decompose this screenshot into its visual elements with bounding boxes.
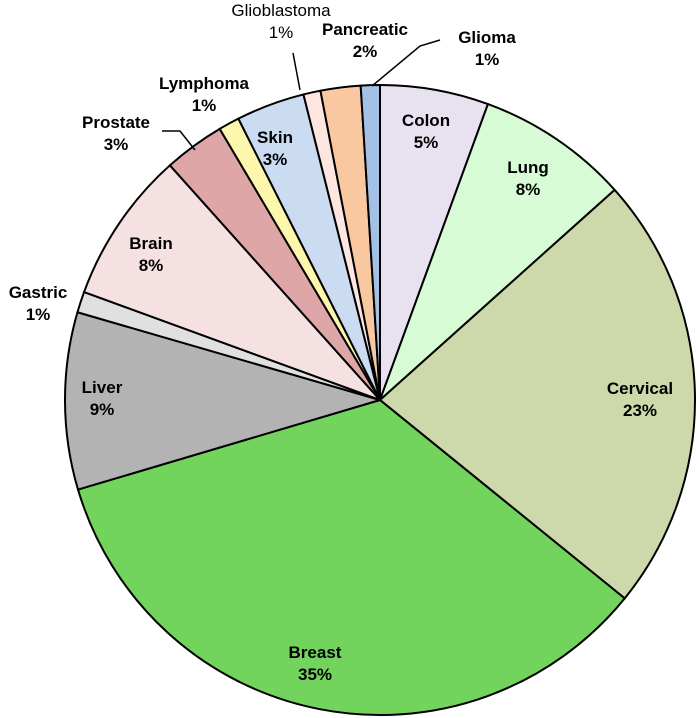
leader-line-glioma	[371, 39, 441, 87]
slice-labels: Colon 5% Lung 8% Cervical 23% Breast 35% Liver 9%…	[9, 1, 673, 684]
slice-label-name: Glioblastoma	[231, 1, 331, 20]
leader-line-glioblastoma	[292, 52, 301, 91]
slice-label-value: 1%	[269, 23, 294, 42]
slice-label-value: 23%	[623, 401, 657, 420]
slice-label-value: 3%	[263, 150, 288, 169]
slice-label-name: Cervical	[607, 379, 673, 398]
pie-slice-glioma	[359, 83, 381, 401]
slice-label-value: 1%	[26, 305, 51, 324]
slice-label-value: 8%	[516, 180, 541, 199]
slice-label-name: Liver	[82, 378, 123, 397]
slice-label-name: Prostate	[82, 113, 150, 132]
slice-label-name: Brain	[129, 234, 172, 253]
slice-label-value: 3%	[104, 135, 129, 154]
slice-label-name: Skin	[257, 128, 293, 147]
slice-label-colon: Colon 5%	[402, 111, 450, 152]
slice-label-value: 2%	[353, 42, 378, 61]
slice-label-value: 35%	[298, 665, 332, 684]
slice-label-name: Gastric	[9, 283, 68, 302]
pie-slice-liver	[64, 311, 381, 491]
slice-label-cervical: Cervical 23%	[607, 379, 673, 420]
slice-label-liver: Liver 9%	[82, 378, 123, 419]
slice-label-value: 1%	[475, 50, 500, 69]
leader-line-prostate	[162, 130, 196, 151]
slice-label-skin: Skin 3%	[257, 128, 293, 169]
slice-label-brain: Brain 8%	[129, 234, 172, 275]
slice-label-value: 8%	[139, 256, 164, 275]
slice-label-prostate: Prostate 3%	[82, 113, 150, 154]
slice-label-lung: Lung 8%	[507, 158, 549, 199]
slice-label-name: Glioma	[458, 28, 516, 47]
slice-label-name: Lymphoma	[159, 74, 250, 93]
slice-label-gastric: Gastric 1%	[9, 283, 68, 324]
leader-lines	[162, 39, 441, 151]
slice-label-glioblastoma: Glioblastoma 1%	[231, 1, 331, 42]
slice-label-value: 9%	[90, 400, 115, 419]
slice-label-name: Breast	[289, 643, 342, 662]
pie-slice-lung	[379, 103, 616, 401]
slice-label-name: Colon	[402, 111, 450, 130]
pie-slices	[64, 83, 696, 716]
slice-label-pancreatic: Pancreatic 2%	[322, 20, 408, 61]
slice-label-value: 1%	[192, 96, 217, 115]
slice-label-value: 5%	[414, 133, 439, 152]
slice-label-breast: Breast 35%	[289, 643, 342, 684]
slice-label-name: Pancreatic	[322, 20, 408, 39]
pie-slice-cervical	[379, 188, 696, 600]
pie-slice-breast	[77, 399, 626, 716]
slice-label-lymphoma: Lymphoma 1%	[159, 74, 250, 115]
pie-slice-brain	[83, 164, 381, 401]
slice-label-glioma: Glioma 1%	[458, 28, 516, 69]
slice-label-name: Lung	[507, 158, 549, 177]
